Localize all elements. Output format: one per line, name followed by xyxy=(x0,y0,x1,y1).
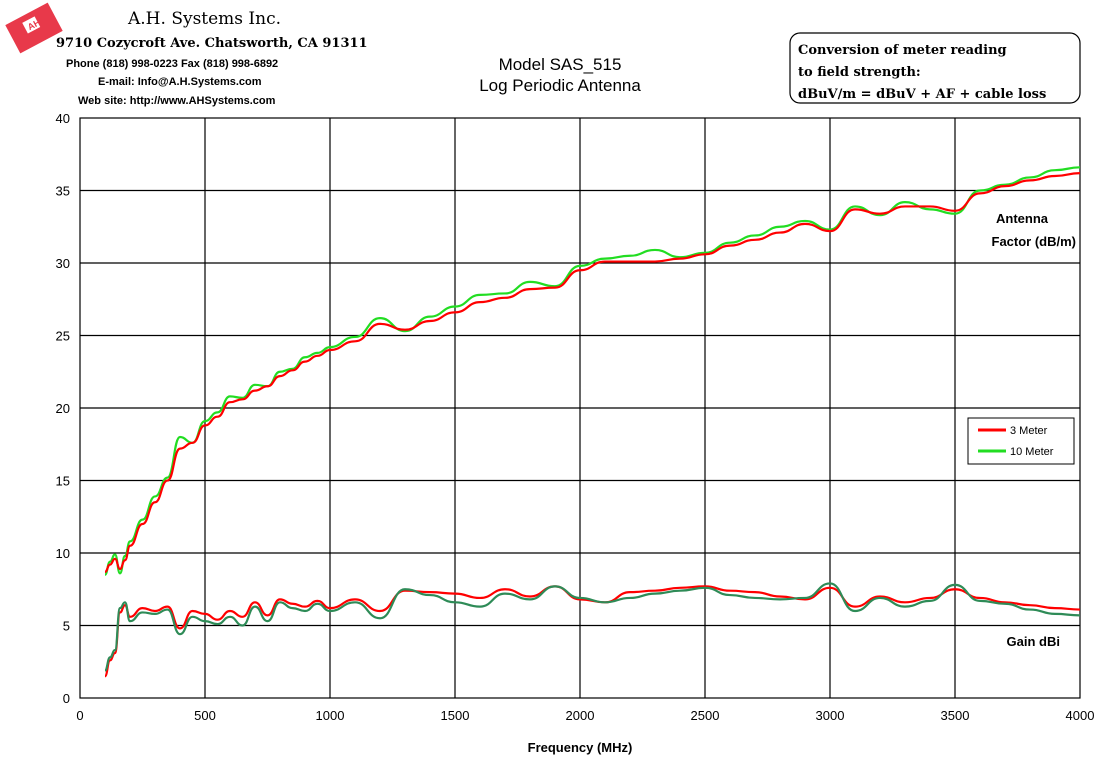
y-tick-label: 20 xyxy=(56,401,70,416)
company-logo-icon: AH xyxy=(5,2,63,54)
company-email: E-mail: Info@A.H.Systems.com xyxy=(98,76,262,88)
x-tick-label: 4000 xyxy=(1066,708,1095,723)
x-tick-label: 0 xyxy=(76,708,83,723)
plot-area: 0 500 1000 1500 2000 2500 3000 3500 4000 0 5 10 15 2… xyxy=(56,111,1095,723)
x-tick-label: 2500 xyxy=(691,708,720,723)
conversion-note: Conversion of meter reading to field str… xyxy=(789,32,1081,104)
y-tick-label: 25 xyxy=(56,329,70,344)
grid-lines xyxy=(80,118,1080,698)
y-tick-label: 15 xyxy=(56,474,70,489)
y-tick-label: 10 xyxy=(56,546,70,561)
company-website: Web site: http://www.AHSystems.com xyxy=(78,95,276,107)
company-name: A.H. Systems Inc. xyxy=(127,9,281,29)
legend: 3 Meter 10 Meter xyxy=(967,417,1075,465)
x-tick-label: 1000 xyxy=(316,708,345,723)
antenna-factor-label-1: Antenna xyxy=(996,211,1049,226)
x-axis-ticks: 0 500 1000 1500 2000 2500 3000 3500 4000 xyxy=(76,708,1094,723)
x-tick-label: 1500 xyxy=(441,708,470,723)
series-layer xyxy=(103,166,1081,678)
legend-label-3m: 3 Meter xyxy=(1010,425,1048,437)
company-address: 9710 Cozycroft Ave. Chatsworth, CA 91311 xyxy=(56,36,368,51)
x-tick-label: 500 xyxy=(194,708,216,723)
y-axis-ticks: 0 5 10 15 20 25 30 35 40 xyxy=(56,111,70,706)
y-tick-label: 40 xyxy=(56,111,70,126)
chart-title: Model SAS_515 xyxy=(499,55,622,74)
series-antenna-factor-3m xyxy=(104,172,1081,573)
y-tick-label: 35 xyxy=(56,184,70,199)
series-gain-10m xyxy=(104,582,1081,672)
note-line-2: to field strength: xyxy=(798,65,921,80)
chart-subtitle: Log Periodic Antenna xyxy=(479,76,641,95)
x-tick-label: 3000 xyxy=(816,708,845,723)
legend-label-10m: 10 Meter xyxy=(1010,446,1054,458)
y-tick-label: 30 xyxy=(56,256,70,271)
x-tick-label: 3500 xyxy=(941,708,970,723)
antenna-factor-label-2: Factor (dB/m) xyxy=(992,234,1077,249)
series-gain-3m xyxy=(103,585,1081,678)
gain-label: Gain dBi xyxy=(1007,634,1060,649)
note-line-1: Conversion of meter reading xyxy=(798,43,1007,58)
x-axis-label: Frequency (MHz) xyxy=(528,740,633,755)
company-phone: Phone (818) 998-0223 Fax (818) 998-6892 xyxy=(66,58,278,70)
note-line-3: dBuV/m = dBuV + AF + cable loss xyxy=(798,87,1046,102)
x-tick-label: 2000 xyxy=(566,708,595,723)
y-tick-label: 0 xyxy=(63,691,70,706)
y-tick-label: 5 xyxy=(63,619,70,634)
